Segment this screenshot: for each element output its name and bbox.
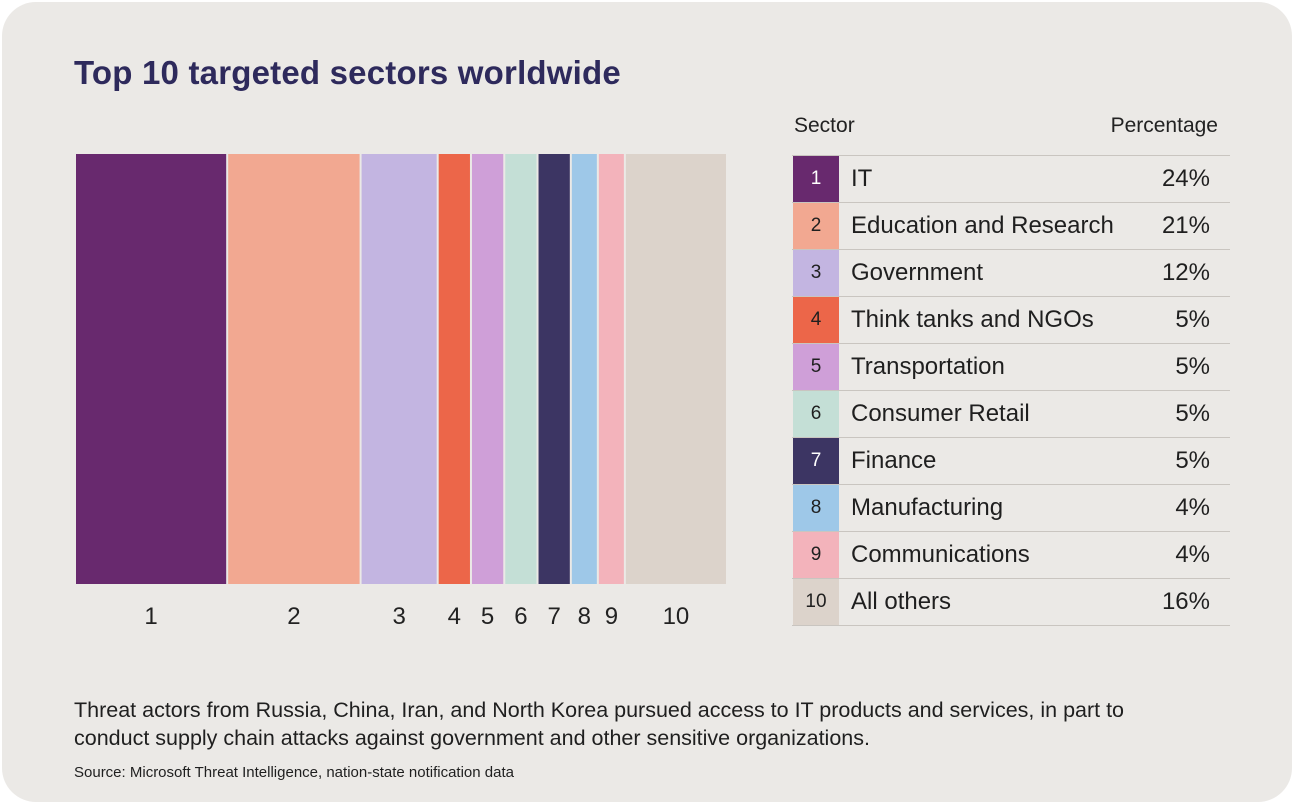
bar-label-9: 9	[605, 603, 618, 630]
header-percentage: Percentage	[1110, 114, 1218, 137]
table-row: 6 Consumer Retail 5%	[792, 391, 1230, 438]
table-body: 1 IT 24% 2 Education and Research 21% 3 Governm…	[792, 156, 1230, 626]
table-row: 2 Education and Research 21%	[792, 203, 1230, 250]
sector-table: Sector Percentage 1 IT 24% 2 Education and R…	[792, 110, 1230, 626]
bar-label-1: 1	[144, 603, 157, 630]
table-row: 8 Manufacturing 4%	[792, 485, 1230, 532]
bar-3	[361, 154, 437, 584]
bar-label-8: 8	[578, 603, 591, 630]
bar-label-2: 2	[287, 603, 300, 630]
row-sector-name: Think tanks and NGOs	[851, 306, 1094, 333]
row-number-swatch: 7	[793, 438, 839, 484]
bar-1	[76, 154, 227, 584]
bar-5	[471, 154, 504, 584]
bar-label-5: 5	[481, 603, 494, 630]
bar-label-3: 3	[392, 603, 405, 630]
row-sector-name: Finance	[851, 447, 937, 474]
row-percentage: 24%	[1161, 165, 1210, 192]
row-percentage: 4%	[1175, 494, 1210, 521]
row-percentage: 5%	[1175, 400, 1210, 427]
table-row: 4 Think tanks and NGOs 5%	[792, 297, 1230, 344]
row-percentage: 16%	[1161, 588, 1210, 615]
row-sector-name: Transportation	[851, 353, 1005, 380]
bar-2	[228, 154, 360, 584]
row-percentage: 5%	[1175, 447, 1210, 474]
row-sector-name: Manufacturing	[851, 494, 1004, 521]
row-number-swatch: 9	[793, 532, 839, 578]
table-row: 1 IT 24%	[792, 156, 1230, 203]
table-header: Sector Percentage	[792, 110, 1230, 156]
row-percentage: 5%	[1175, 353, 1210, 380]
row-sector-name: Communications	[851, 541, 1030, 568]
row-sector-name: Consumer Retail	[851, 400, 1030, 427]
table-row: 9 Communications 4%	[792, 532, 1230, 579]
row-percentage: 21%	[1161, 212, 1210, 239]
row-number-swatch: 2	[793, 203, 839, 249]
row-sector-name: All others	[851, 588, 952, 615]
row-number-swatch: 6	[793, 391, 839, 437]
bar-9	[598, 154, 624, 584]
bar-4	[438, 154, 470, 584]
row-number-swatch: 3	[793, 250, 839, 296]
row-sector-name: IT	[851, 165, 873, 192]
row-number-swatch: 8	[793, 485, 839, 531]
row-number-swatch: 10	[793, 579, 839, 625]
table-row: 3 Government 12%	[792, 250, 1230, 297]
row-sector-name: Government	[851, 259, 984, 286]
page-title: Top 10 targeted sectors worldwide	[74, 54, 621, 91]
table-row: 5 Transportation 5%	[792, 344, 1230, 391]
row-number-swatch: 5	[793, 344, 839, 390]
header-sector: Sector	[794, 114, 855, 137]
chart-svg: 1 2 3 4 5 6 7 8 9 10	[76, 154, 726, 630]
bar-label-4: 4	[448, 603, 461, 630]
source-note: Source: Microsoft Threat Intelligence, n…	[74, 764, 514, 781]
row-number-swatch: 1	[793, 156, 839, 202]
row-percentage: 5%	[1175, 306, 1210, 333]
bar-8	[571, 154, 597, 584]
sector-bar-chart: 1 2 3 4 5 6 7 8 9 10	[76, 154, 726, 634]
bar-label-6: 6	[514, 603, 527, 630]
row-sector-name: Education and Research	[851, 212, 1114, 239]
row-number-swatch: 4	[793, 297, 839, 343]
table-row: 10 All others 16%	[792, 579, 1230, 626]
table-row: 7 Finance 5%	[792, 438, 1230, 485]
bar-label-7: 7	[548, 603, 561, 630]
bar-6	[505, 154, 537, 584]
caption: Threat actors from Russia, China, Iran, …	[74, 698, 1125, 750]
row-percentage: 4%	[1175, 541, 1210, 568]
bar-10	[625, 154, 726, 584]
bar-7	[538, 154, 570, 584]
row-percentage: 12%	[1161, 259, 1210, 286]
bar-label-10: 10	[663, 603, 690, 630]
